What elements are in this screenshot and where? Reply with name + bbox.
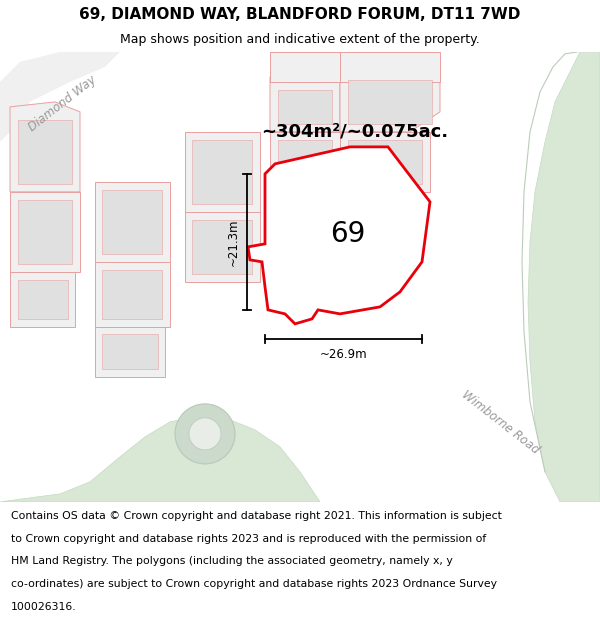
Polygon shape <box>528 52 600 502</box>
Polygon shape <box>340 132 430 192</box>
Polygon shape <box>270 132 340 192</box>
Polygon shape <box>0 52 120 142</box>
Text: co-ordinates) are subject to Crown copyright and database rights 2023 Ordnance S: co-ordinates) are subject to Crown copyr… <box>11 579 497 589</box>
Polygon shape <box>348 80 432 124</box>
Polygon shape <box>10 272 75 327</box>
Circle shape <box>189 418 221 450</box>
Polygon shape <box>278 90 332 124</box>
Text: ~26.9m: ~26.9m <box>320 348 367 361</box>
Polygon shape <box>270 72 340 132</box>
Polygon shape <box>0 416 320 502</box>
Polygon shape <box>95 182 170 262</box>
Polygon shape <box>18 280 68 319</box>
Polygon shape <box>192 140 252 204</box>
Polygon shape <box>340 72 440 132</box>
Polygon shape <box>348 140 422 184</box>
Text: to Crown copyright and database rights 2023 and is reproduced with the permissio: to Crown copyright and database rights 2… <box>11 534 486 544</box>
Text: Contains OS data © Crown copyright and database right 2021. This information is : Contains OS data © Crown copyright and d… <box>11 511 502 521</box>
Text: Diamond Way: Diamond Way <box>26 73 98 134</box>
Polygon shape <box>95 262 170 327</box>
Text: ~21.3m: ~21.3m <box>227 218 239 266</box>
Polygon shape <box>18 120 72 184</box>
Polygon shape <box>278 140 332 184</box>
Polygon shape <box>248 147 430 324</box>
Polygon shape <box>102 190 162 254</box>
Polygon shape <box>270 52 340 82</box>
Text: Wimborne Road: Wimborne Road <box>459 388 541 456</box>
Polygon shape <box>102 334 158 369</box>
Polygon shape <box>340 52 440 82</box>
Text: ~304m²/~0.075ac.: ~304m²/~0.075ac. <box>262 123 449 141</box>
Polygon shape <box>18 200 72 264</box>
Text: Map shows position and indicative extent of the property.: Map shows position and indicative extent… <box>120 34 480 46</box>
Polygon shape <box>10 192 80 272</box>
Text: 100026316.: 100026316. <box>11 602 76 612</box>
Polygon shape <box>102 270 162 319</box>
Polygon shape <box>185 132 260 212</box>
Circle shape <box>175 404 235 464</box>
Polygon shape <box>192 220 252 274</box>
Polygon shape <box>185 212 260 282</box>
Polygon shape <box>10 102 80 192</box>
Text: 69: 69 <box>331 220 365 248</box>
Polygon shape <box>95 327 165 377</box>
Text: 69, DIAMOND WAY, BLANDFORD FORUM, DT11 7WD: 69, DIAMOND WAY, BLANDFORD FORUM, DT11 7… <box>79 7 521 22</box>
Text: HM Land Registry. The polygons (including the associated geometry, namely x, y: HM Land Registry. The polygons (includin… <box>11 556 452 566</box>
